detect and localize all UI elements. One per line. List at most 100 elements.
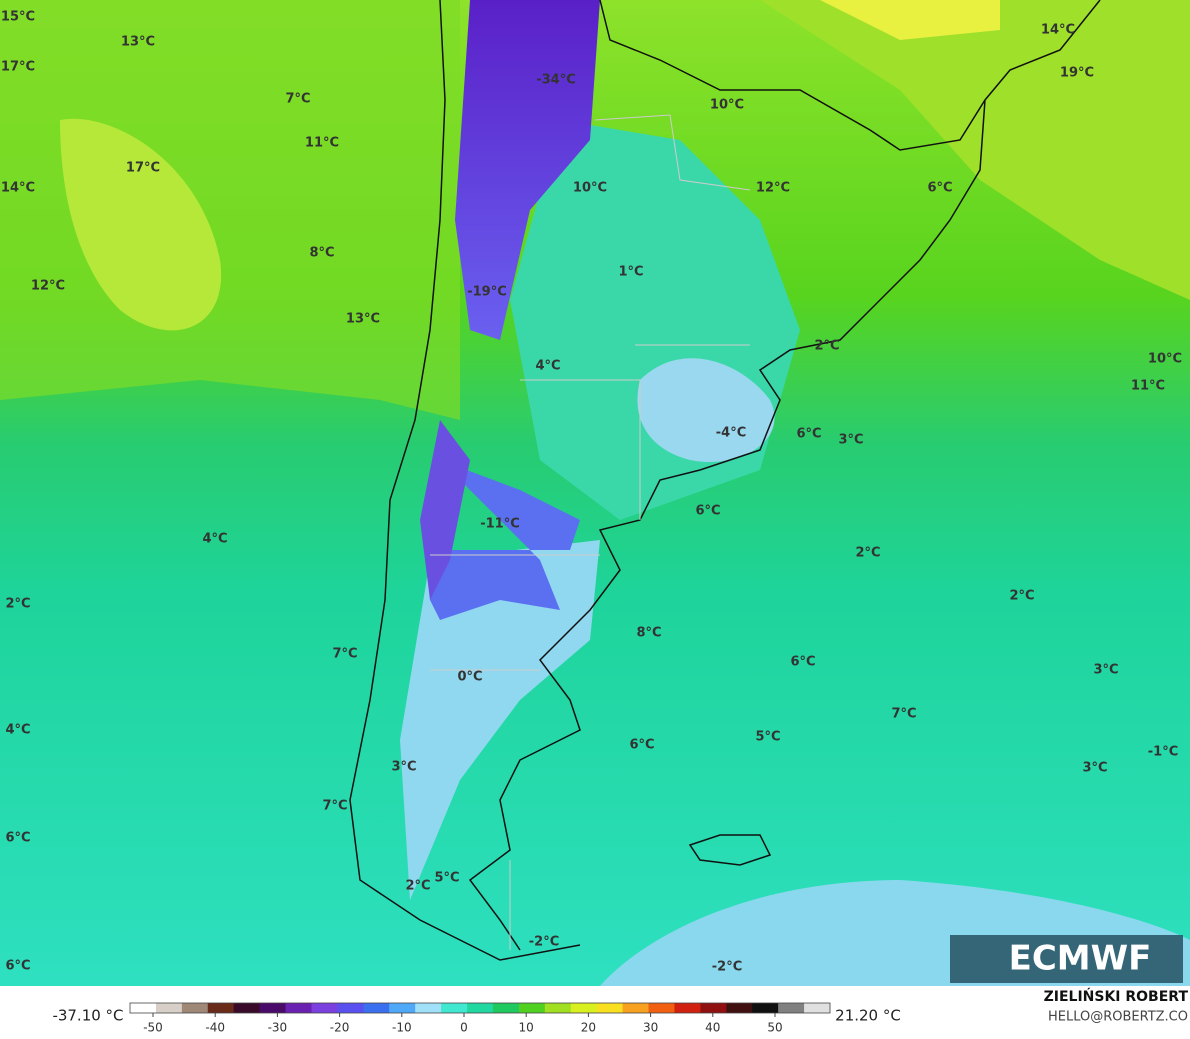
colorbar-cell <box>285 1003 312 1013</box>
colorbar-max: 21.20 °C <box>835 1007 901 1025</box>
colorbar-tick-label: 0 <box>460 1021 468 1035</box>
temp-label: 10°C <box>710 98 744 113</box>
colorbar-cell <box>778 1003 805 1013</box>
temp-label: 3°C <box>838 433 863 448</box>
colorbar-cell <box>570 1003 598 1013</box>
temp-label: 2°C <box>1009 589 1034 604</box>
colorbar-tick-label: 50 <box>767 1021 782 1035</box>
temp-label: 10°C <box>573 181 607 196</box>
temp-label: 2°C <box>5 597 30 612</box>
colorbar-min: -37.10 °C <box>52 1007 123 1025</box>
temp-label: 6°C <box>629 738 654 753</box>
colorbar-tick-label: -40 <box>205 1021 225 1035</box>
colorbar-tick-label: 10 <box>519 1021 534 1035</box>
temp-label: 7°C <box>332 647 357 662</box>
colorbar-cell <box>389 1003 416 1013</box>
colorbar-cell <box>674 1003 701 1013</box>
colorbar-tick-label: -20 <box>330 1021 350 1035</box>
temp-label: 8°C <box>636 626 661 641</box>
andes-cold <box>455 0 600 340</box>
warm-land <box>760 0 1190 300</box>
colorbar-cell <box>752 1003 779 1013</box>
temp-label: 6°C <box>927 181 952 196</box>
colorbar-tick-label: -50 <box>143 1021 163 1035</box>
colorbar-cell <box>337 1003 364 1013</box>
temp-label: 6°C <box>695 504 720 519</box>
temp-label: 6°C <box>5 959 30 974</box>
temp-label: 0°C <box>457 670 482 685</box>
colorbar-cell <box>622 1003 650 1013</box>
temp-label: 1°C <box>618 265 643 280</box>
author: ZIELIŃSKI ROBERT <box>1044 987 1189 1005</box>
colorbar-cell <box>259 1003 287 1013</box>
temp-label: 2°C <box>855 546 880 561</box>
temp-label: 2°C <box>405 879 430 894</box>
temp-label: 13°C <box>346 312 380 327</box>
hot-patch <box>820 0 1000 40</box>
colorbar-tick-label: 40 <box>705 1021 720 1035</box>
temp-label: 7°C <box>285 92 310 107</box>
temp-label: 3°C <box>1082 761 1107 776</box>
temp-label: 12°C <box>756 181 790 196</box>
warm-ocean <box>0 0 460 420</box>
colorbar-frame <box>129 1002 831 1014</box>
colorbar-cell <box>207 1003 235 1013</box>
temp-label: 6°C <box>796 427 821 442</box>
temp-label: 8°C <box>309 246 334 261</box>
temp-label: -4°C <box>716 426 746 441</box>
colorbar-cell <box>492 1003 520 1013</box>
temp-label: -1°C <box>1148 745 1178 760</box>
email: HELLO@ROBERTZ.CO <box>1048 1010 1188 1025</box>
temp-label: 11°C <box>305 136 339 151</box>
temp-label: 2°C <box>814 339 839 354</box>
temp-label: 6°C <box>790 655 815 670</box>
temp-label: -2°C <box>712 960 742 975</box>
cold-patch <box>637 358 775 462</box>
temp-label: -2°C <box>529 935 559 950</box>
temp-label: 6°C <box>5 831 30 846</box>
cold-patch <box>430 460 580 620</box>
logo-box <box>950 935 1183 983</box>
colorbar-cell <box>181 1003 209 1013</box>
colorbar-cell <box>441 1003 468 1013</box>
colorbar-tick-label: 30 <box>643 1021 658 1035</box>
temp-label: -34°C <box>536 73 576 88</box>
colorbar-tick-label: 20 <box>581 1021 596 1035</box>
temp-label: 17°C <box>126 161 160 176</box>
colorbar-cell <box>804 1003 831 1013</box>
temp-label: 4°C <box>535 359 560 374</box>
temp-label: 14°C <box>1041 23 1075 38</box>
colorbar-cell <box>596 1003 624 1013</box>
temp-label: 4°C <box>5 723 30 738</box>
temp-label: 13°C <box>121 35 155 50</box>
temp-label: 10°C <box>1148 352 1182 367</box>
colorbar-cell <box>233 1003 261 1013</box>
temp-label: 12°C <box>31 279 65 294</box>
temp-label: 7°C <box>322 799 347 814</box>
cold-patch <box>400 540 600 900</box>
temp-label: -11°C <box>480 517 520 532</box>
temp-label: 17°C <box>1 60 35 75</box>
colorbar-cell <box>130 1003 157 1013</box>
colorbar-tick-label: -30 <box>268 1021 288 1035</box>
colorbar-cell <box>467 1003 494 1013</box>
temp-label: 15°C <box>1 10 35 25</box>
temp-label: 5°C <box>755 730 780 745</box>
temp-label: 19°C <box>1060 66 1094 81</box>
temp-label: 4°C <box>202 532 227 547</box>
temp-label: 11°C <box>1131 379 1165 394</box>
borders <box>430 114 751 950</box>
temp-label: 14°C <box>1 181 35 196</box>
logo: ECMWF <box>1009 939 1152 979</box>
temp-label: 3°C <box>391 760 416 775</box>
temp-label: 3°C <box>1093 663 1118 678</box>
colorbar-cell <box>155 1003 183 1013</box>
colorbar-cell <box>544 1003 572 1013</box>
warm-patch <box>60 118 222 331</box>
colorbar-cell <box>648 1003 675 1013</box>
colorbar-cell <box>700 1003 727 1013</box>
temp-label: -19°C <box>467 285 507 300</box>
colorbar-tick-label: -10 <box>392 1021 412 1035</box>
